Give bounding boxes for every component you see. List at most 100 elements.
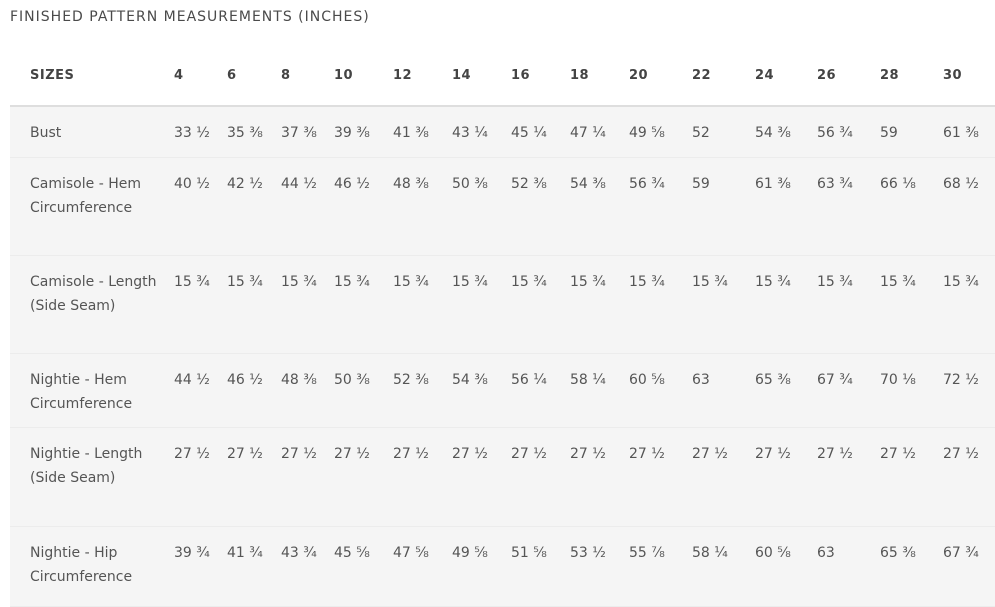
table-cell: 52 ⅜: [393, 353, 452, 428]
table-cell: 70 ⅛: [880, 353, 943, 428]
table-cell: 27 ½: [281, 427, 334, 527]
header-cell-size: 16: [511, 45, 570, 107]
table-cell: 33 ½: [174, 106, 227, 158]
table-cell: 47 ⅝: [393, 526, 452, 607]
table-cell: 27 ½: [755, 427, 817, 527]
table-cell: 27 ½: [629, 427, 692, 527]
table-cell: 66 ⅛: [880, 157, 943, 256]
table-cell: 54 ⅜: [755, 106, 817, 158]
row-label: Bust: [10, 106, 174, 158]
table-cell: 35 ⅜: [227, 106, 281, 158]
table-cell: 15 ¾: [227, 255, 281, 354]
table-cell: 59: [880, 106, 943, 158]
table-cell: 15 ¾: [880, 255, 943, 354]
header-cell-size: 14: [452, 45, 511, 107]
table-cell: 15 ¾: [943, 255, 995, 354]
table-cell: 43 ¾: [281, 526, 334, 607]
table-row: Camisole - Hem Circumference 40 ½ 42 ½ 4…: [10, 157, 995, 256]
table-cell: 49 ⅝: [452, 526, 511, 607]
header-cell-size: 8: [281, 45, 334, 107]
table-cell: 42 ½: [227, 157, 281, 256]
table-cell: 46 ½: [227, 353, 281, 428]
header-cell-size: 24: [755, 45, 817, 107]
table-cell: 67 ¾: [943, 526, 995, 607]
table-cell: 52 ⅜: [511, 157, 570, 256]
table-cell: 55 ⅞: [629, 526, 692, 607]
table-row: Bust 33 ½ 35 ⅜ 37 ⅜ 39 ⅜ 41 ⅜ 43 ¼ 45 ¼ …: [10, 106, 995, 158]
table-cell: 58 ¼: [692, 526, 755, 607]
table-cell: 72 ½: [943, 353, 995, 428]
table-cell: 45 ⅝: [334, 526, 393, 607]
table-cell: 68 ½: [943, 157, 995, 256]
header-cell-sizes: SIZES: [10, 45, 174, 107]
table-cell: 41 ⅜: [393, 106, 452, 158]
table-cell: 27 ½: [227, 427, 281, 527]
measurements-table: SIZES 4 6 8 10 12 14 16 18 20 22 24 26 2…: [10, 45, 995, 607]
table-cell: 37 ⅜: [281, 106, 334, 158]
table-cell: 54 ⅜: [452, 353, 511, 428]
table-cell: 27 ½: [692, 427, 755, 527]
table-cell: 39 ⅜: [334, 106, 393, 158]
table-cell: 15 ¾: [511, 255, 570, 354]
table-cell: 63: [817, 526, 880, 607]
table-cell: 53 ½: [570, 526, 629, 607]
table-cell: 50 ⅜: [334, 353, 393, 428]
header-cell-size: 26: [817, 45, 880, 107]
table-cell: 27 ½: [393, 427, 452, 527]
table-cell: 15 ¾: [281, 255, 334, 354]
table-cell: 15 ¾: [570, 255, 629, 354]
table-cell: 61 ⅜: [755, 157, 817, 256]
table-cell: 15 ¾: [755, 255, 817, 354]
table-cell: 27 ½: [334, 427, 393, 527]
header-cell-size: 18: [570, 45, 629, 107]
table-cell: 46 ½: [334, 157, 393, 256]
table-cell: 15 ¾: [334, 255, 393, 354]
table-cell: 15 ¾: [452, 255, 511, 354]
table-cell: 27 ½: [452, 427, 511, 527]
table-cell: 48 ⅜: [393, 157, 452, 256]
table-cell: 59: [692, 157, 755, 256]
table-cell: 56 ¾: [629, 157, 692, 256]
row-label: Nightie - Hem Circumference: [10, 353, 174, 428]
table-row: Nightie - Hem Circumference 44 ½ 46 ½ 48…: [10, 353, 995, 428]
table-cell: 27 ½: [943, 427, 995, 527]
table-cell: 43 ¼: [452, 106, 511, 158]
table-cell: 15 ¾: [393, 255, 452, 354]
table-cell: 39 ¾: [174, 526, 227, 607]
row-label: Camisole - Hem Circumference: [10, 157, 174, 256]
table-row: Nightie - Length (Side Seam) 27 ½ 27 ½ 2…: [10, 427, 995, 527]
page-title: FINISHED PATTERN MEASUREMENTS (INCHES): [10, 9, 370, 25]
table-cell: 52: [692, 106, 755, 158]
table-cell: 47 ¼: [570, 106, 629, 158]
header-cell-size: 6: [227, 45, 281, 107]
table-cell: 40 ½: [174, 157, 227, 256]
header-cell-size: 20: [629, 45, 692, 107]
header-cell-size: 30: [943, 45, 995, 107]
header-row: SIZES 4 6 8 10 12 14 16 18 20 22 24 26 2…: [10, 45, 995, 107]
table-cell: 44 ½: [281, 157, 334, 256]
table-cell: 51 ⅝: [511, 526, 570, 607]
table-cell: 44 ½: [174, 353, 227, 428]
table-cell: 49 ⅝: [629, 106, 692, 158]
table-cell: 60 ⅝: [629, 353, 692, 428]
table-cell: 45 ¼: [511, 106, 570, 158]
table-cell: 65 ⅜: [755, 353, 817, 428]
row-label: Camisole - Length (Side Seam): [10, 255, 174, 354]
table-cell: 60 ⅝: [755, 526, 817, 607]
table-cell: 15 ¾: [817, 255, 880, 354]
table-cell: 56 ¼: [511, 353, 570, 428]
table-cell: 63 ¾: [817, 157, 880, 256]
table-cell: 48 ⅜: [281, 353, 334, 428]
table-cell: 15 ¾: [174, 255, 227, 354]
table-cell: 27 ½: [817, 427, 880, 527]
table-cell: 27 ½: [880, 427, 943, 527]
table-cell: 27 ½: [174, 427, 227, 527]
table-row: Camisole - Length (Side Seam) 15 ¾ 15 ¾ …: [10, 255, 995, 354]
table-cell: 61 ⅜: [943, 106, 995, 158]
table-cell: 27 ½: [570, 427, 629, 527]
row-label: Nightie - Length (Side Seam): [10, 427, 174, 527]
table-cell: 15 ¾: [629, 255, 692, 354]
table-cell: 58 ¼: [570, 353, 629, 428]
table-cell: 15 ¾: [692, 255, 755, 354]
table-cell: 54 ⅜: [570, 157, 629, 256]
